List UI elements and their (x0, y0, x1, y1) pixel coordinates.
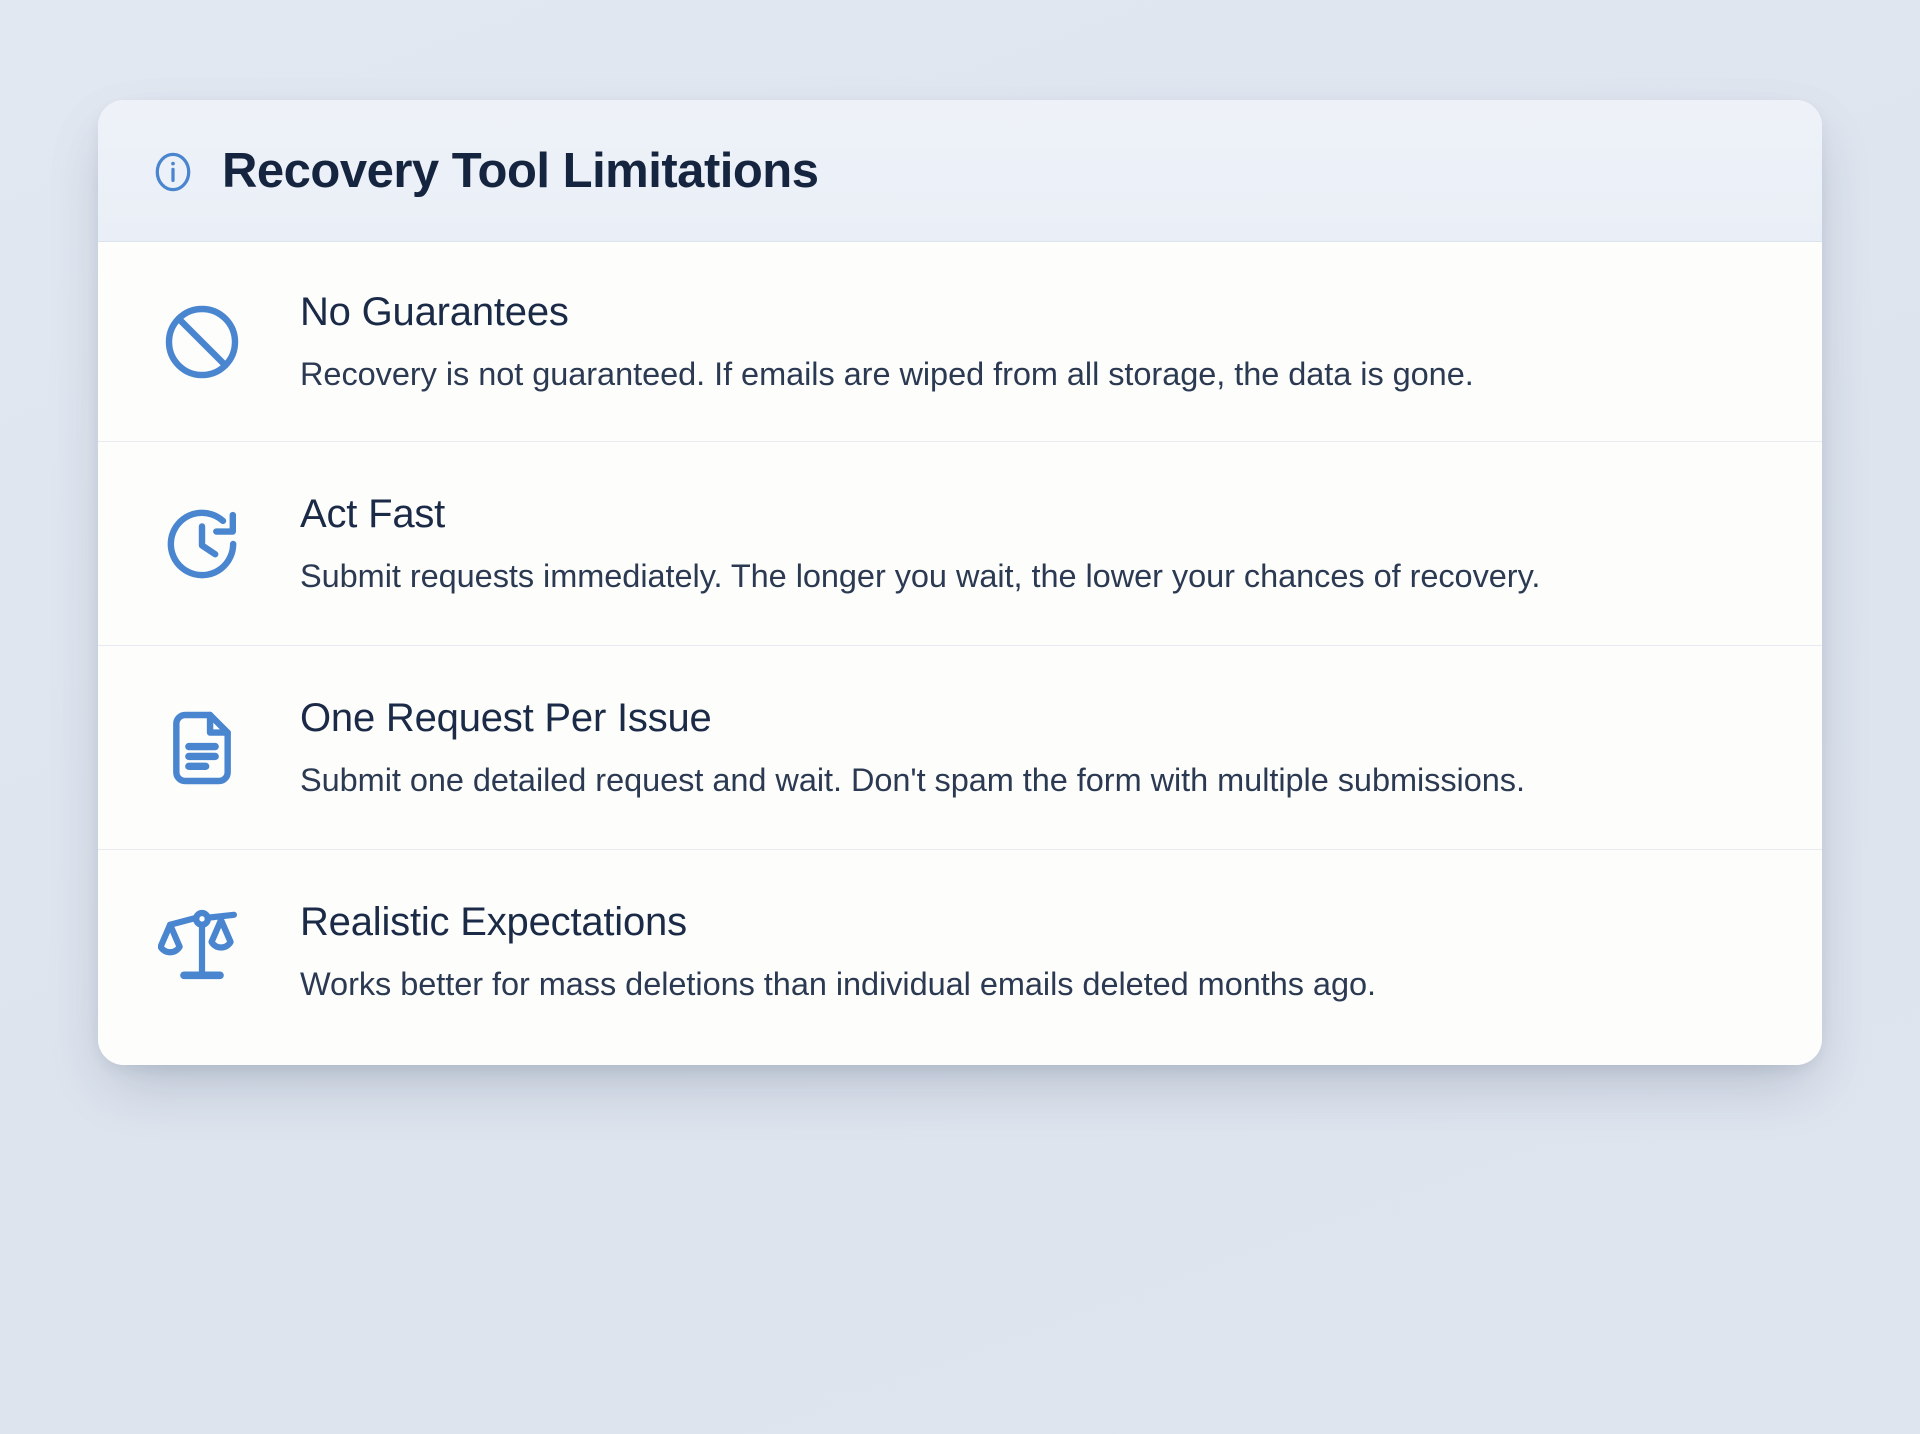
list-item-description: Works better for mass deletions than ind… (300, 966, 1376, 1003)
document-lines-icon (154, 704, 250, 800)
prohibition-icon (154, 298, 250, 394)
list-item-body: No Guarantees Recovery is not guaranteed… (300, 288, 1766, 397)
list-item: Act Fast Submit requests immediately. Th… (98, 442, 1822, 647)
list-item-body: Realistic Expectations Works better for … (300, 898, 1766, 1007)
list-item: One Request Per Issue Submit one detaile… (98, 646, 1822, 851)
clock-rotate-icon (154, 500, 250, 596)
page-title: Recovery Tool Limitations (222, 144, 819, 198)
info-circle-icon (150, 149, 196, 195)
list-item-description: Submit one detailed request and wait. Do… (300, 762, 1525, 799)
list-item-description: Submit requests immediately. The longer … (300, 558, 1541, 595)
list-item: Realistic Expectations Works better for … (98, 850, 1822, 1066)
list-item-title: One Request Per Issue (300, 696, 712, 741)
limitations-list: No Guarantees Recovery is not guaranteed… (98, 242, 1822, 1066)
list-item-body: Act Fast Submit requests immediately. Th… (300, 490, 1766, 599)
list-item-title: No Guarantees (300, 290, 569, 335)
recovery-tool-limitations-card: Recovery Tool Limitations No Guarantees … (98, 100, 1822, 1066)
list-item-title: Realistic Expectations (300, 900, 687, 945)
list-item-description: Recovery is not guaranteed. If emails ar… (300, 356, 1474, 393)
list-item: No Guarantees Recovery is not guaranteed… (98, 242, 1822, 443)
card-header: Recovery Tool Limitations (98, 100, 1822, 243)
list-item-body: One Request Per Issue Submit one detaile… (300, 694, 1766, 803)
list-item-title: Act Fast (300, 492, 446, 537)
balance-scales-icon (154, 902, 250, 998)
